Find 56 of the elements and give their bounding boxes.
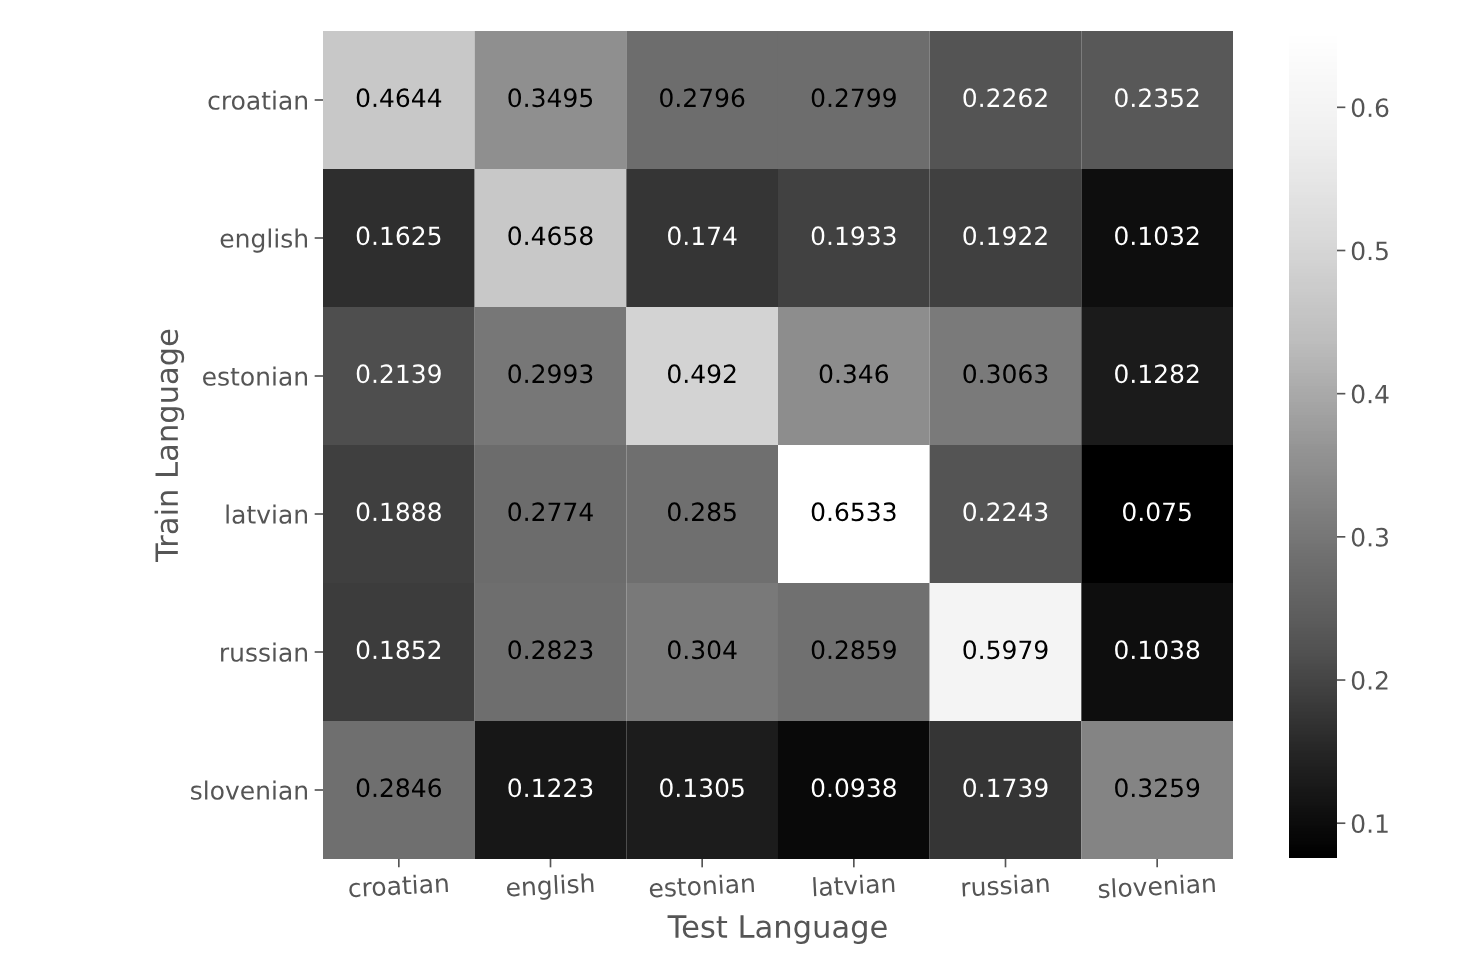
y-axis-title: Train Language [154,329,185,562]
data-label: 0.2846 [356,778,441,798]
data-label: 0.174 [668,226,737,246]
data-label: 0.3063 [963,364,1048,384]
x-tick-label: english [506,873,594,902]
data-label: 0.3495 [508,88,593,108]
data-label: 0.1933 [811,226,896,246]
data-label: 0.346 [819,364,889,384]
data-label: 0.4658 [508,226,593,246]
data-label: 0.1739 [963,778,1048,798]
data-label: 0.3259 [1115,778,1200,798]
y-tick-label: english [220,228,307,253]
data-label: 0.1922 [963,226,1047,246]
color-bar-label: 0.5 [1351,241,1388,261]
data-label: 0.1305 [660,778,744,798]
color-bar-label: 0.2 [1351,670,1388,690]
color-bar-label: 0.1 [1351,814,1388,834]
x-tick-label: estonian [649,873,755,898]
x-tick-label: russian [962,873,1049,897]
data-label: 0.4644 [356,88,442,108]
data-label: 0.492 [668,364,736,384]
data-label: 0.1223 [508,778,593,798]
y-tick-label: croatian [208,90,307,110]
data-label: 0.2139 [356,364,441,384]
data-label: 0.2262 [963,88,1047,108]
y-tick-label: russian [221,642,307,662]
color-bar-label: 0.4 [1351,384,1389,404]
color-bar-label: 0.3 [1351,527,1388,547]
x-tick-label: croatian [348,873,449,898]
data-label: 0.2243 [963,502,1048,522]
x-axis-title: Test Language [667,915,887,944]
data-label: 0.1852 [356,640,441,660]
data-label: 0.1032 [1115,226,1199,246]
data-label: 0.1282 [1115,364,1199,384]
y-tick-label: latvian [226,504,307,524]
data-label: 0.2823 [508,640,593,660]
data-label: 0.075 [1123,502,1191,522]
data-label: 0.6533 [811,502,896,522]
y-tick-label: slovenian [191,780,307,800]
data-label: 0.2799 [811,88,896,108]
data-label: 0.1625 [356,226,441,246]
y-tick-label: estonian [203,366,307,386]
x-tick-label: latvian [813,873,895,897]
data-label: 0.1038 [1115,640,1200,660]
data-label: 0.1888 [356,502,441,522]
data-label: 0.5979 [963,640,1048,660]
color-bar-label: 0.6 [1351,98,1389,118]
data-label: 0.2859 [811,640,896,660]
data-label: 0.2774 [508,502,593,522]
data-label: 0.2796 [660,88,745,108]
data-label: 0.0938 [811,778,896,798]
data-label: 0.2352 [1115,88,1199,108]
x-tick-label: slovenian [1098,873,1216,899]
data-label: 0.304 [668,640,737,660]
data-label: 0.285 [668,502,736,522]
data-label: 0.2993 [508,364,593,384]
